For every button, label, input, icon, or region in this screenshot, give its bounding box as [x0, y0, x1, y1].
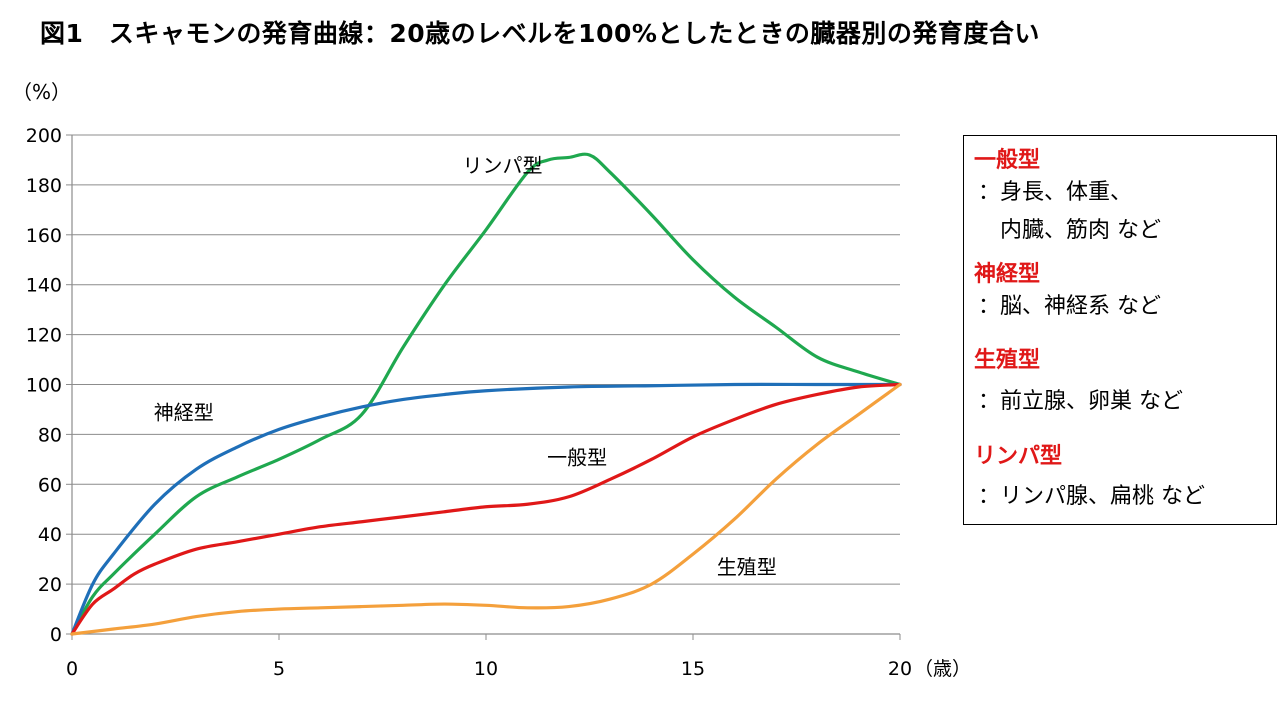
y-tick-label-180: 180: [26, 175, 62, 197]
y-tick-label-60: 60: [38, 474, 62, 496]
y-tick-label-200: 200: [26, 125, 62, 147]
y-tick-label-80: 80: [38, 424, 62, 446]
y-tick-labels: 0 20 40 60 80 100 120 140 160 180 200: [26, 125, 62, 646]
x-tick-labels: 0 5 10 15 20: [66, 658, 912, 680]
legend-desc-reproductive: ：前立腺、卵巣 など: [978, 389, 1183, 414]
grid-lines: [72, 134, 900, 585]
legend-heading-general: 一般型: [974, 148, 1041, 173]
y-tick-label-140: 140: [26, 275, 62, 297]
x-tick-label-5: 5: [273, 658, 285, 680]
annotation-general: 一般型: [547, 445, 607, 469]
x-tick-label-15: 15: [681, 658, 705, 680]
annotation-lymphoid: リンパ型: [463, 153, 543, 177]
series-line-lymphoid: [70, 152, 902, 636]
series-line-neural: [70, 382, 902, 636]
annotation-neural: 神経型: [154, 400, 214, 424]
y-tick-label-120: 120: [26, 325, 62, 347]
growth-curve-chart: 0 20 40 60 80 100 120 140 160 180 200 0 5 10 15 20 リンパ…: [26, 125, 960, 680]
y-axis-unit: （%）: [12, 80, 72, 104]
series-line-general: [70, 382, 902, 636]
legend-desc-general: ：身長、体重、 内臓、筋肉 など: [978, 180, 1161, 243]
legend-heading-reproductive: 生殖型: [974, 348, 1041, 373]
y-tick-label-0: 0: [50, 624, 62, 646]
legend-heading-lymphoid: リンパ型: [974, 444, 1063, 469]
x-tick-label-0: 0: [66, 658, 78, 680]
series-line-reproductive: [70, 382, 902, 636]
x-axis-unit: （歳）: [914, 658, 960, 680]
annotation-reproductive: 生殖型: [717, 555, 777, 579]
legend-box: 一般型 ：身長、体重、 内臓、筋肉 など 神経型 ：脳、神経系 など 生殖型 ：…: [963, 135, 1277, 525]
y-tick-label-100: 100: [26, 375, 62, 397]
y-tick-label-160: 160: [26, 225, 62, 247]
series-lines: [70, 152, 902, 636]
axes: [66, 134, 901, 640]
legend-heading-neural: 神経型: [974, 262, 1041, 287]
x-tick-label-20: 20: [888, 658, 912, 680]
legend-desc-lymphoid: ：リンパ腺、扁桃 など: [978, 484, 1205, 509]
chart-title: 図1 スキャモンの発育曲線：20歳のレベルを100%としたときの臓器別の発育度合…: [40, 19, 1040, 48]
legend-desc-neural: ：脳、神経系 など: [978, 294, 1161, 319]
y-tick-label-20: 20: [38, 574, 62, 596]
x-tick-label-10: 10: [474, 658, 498, 680]
y-tick-label-40: 40: [38, 524, 62, 546]
